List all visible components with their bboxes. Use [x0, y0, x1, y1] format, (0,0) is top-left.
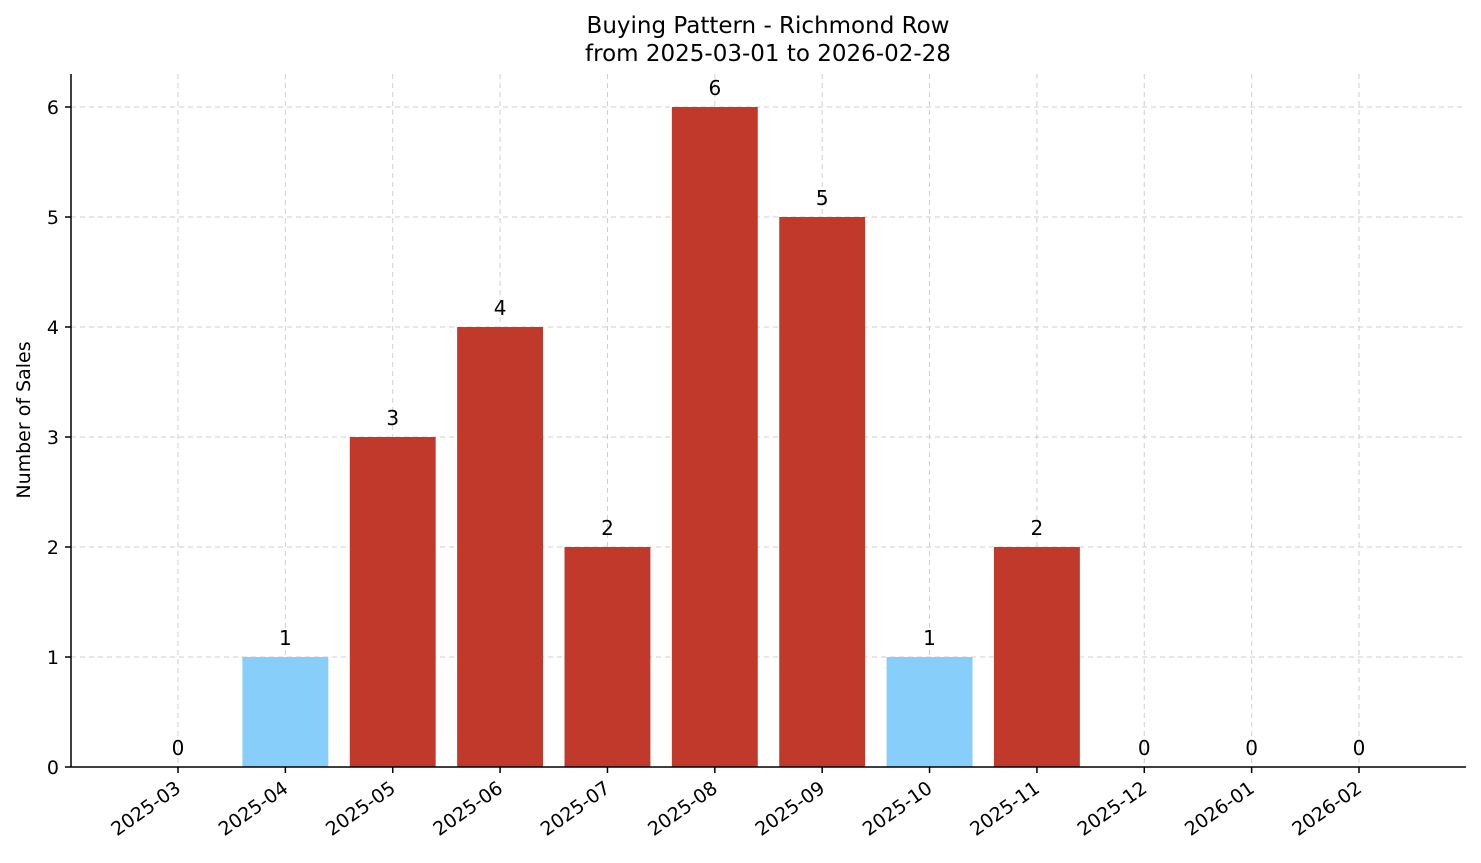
x-tick-label: 2025-11 — [966, 777, 1044, 841]
y-tick-label: 6 — [47, 97, 59, 119]
data-label-2025-07: 2 — [601, 516, 614, 540]
y-tick-label: 2 — [47, 537, 59, 559]
data-label-2026-02: 0 — [1353, 736, 1366, 760]
data-label-2025-09: 5 — [816, 186, 829, 210]
bar-2025-04 — [242, 657, 329, 767]
data-labels: 0 1 3 4 2 6 5 1 2 0 0 0 — [172, 76, 1366, 760]
data-label-2025-06: 4 — [494, 296, 507, 320]
x-tick-label: 2025-12 — [1073, 777, 1151, 841]
y-tick-label: 5 — [47, 207, 59, 229]
y-tick-label: 1 — [47, 647, 59, 669]
bar-2025-11 — [993, 547, 1080, 767]
x-tick-label: 2025-04 — [215, 777, 293, 841]
bar-2025-09 — [779, 217, 866, 767]
data-label-2025-08: 6 — [708, 76, 721, 100]
data-label-2025-03: 0 — [172, 736, 185, 760]
bar-2025-10 — [886, 657, 973, 767]
bar-2025-05 — [349, 437, 436, 767]
x-tick-label: 2025-06 — [429, 777, 507, 841]
y-axis-label: Number of Sales — [13, 341, 35, 498]
grid-lines — [71, 74, 1466, 768]
x-tick-label: 2025-09 — [751, 777, 829, 841]
x-tick-label: 2026-02 — [1288, 777, 1366, 841]
y-tick-label: 4 — [47, 317, 59, 339]
x-tick-label: 2026-01 — [1181, 777, 1259, 841]
bar-2025-08 — [671, 107, 758, 767]
x-tick-label: 2025-08 — [644, 777, 722, 841]
x-tick-label: 2025-03 — [107, 777, 185, 841]
chart-title: Buying Pattern - Richmond Row — [587, 13, 950, 39]
bar-2025-07 — [564, 547, 651, 767]
data-label-2025-04: 1 — [279, 626, 292, 650]
data-label-2026-01: 0 — [1245, 736, 1258, 760]
y-tick-label: 3 — [47, 427, 59, 449]
data-label-2025-10: 1 — [923, 626, 936, 650]
x-tick-label: 2025-10 — [859, 777, 937, 841]
x-tick-label: 2025-07 — [537, 777, 615, 841]
data-label-2025-12: 0 — [1138, 736, 1151, 760]
chart-subtitle: from 2025-03-01 to 2026-02-28 — [585, 41, 951, 67]
data-label-2025-05: 3 — [386, 406, 399, 430]
bar-2025-06 — [457, 327, 544, 767]
data-label-2025-11: 2 — [1031, 516, 1044, 540]
x-tick-label: 2025-05 — [322, 777, 400, 841]
bars — [242, 107, 1080, 767]
y-tick-label: 0 — [47, 757, 59, 779]
